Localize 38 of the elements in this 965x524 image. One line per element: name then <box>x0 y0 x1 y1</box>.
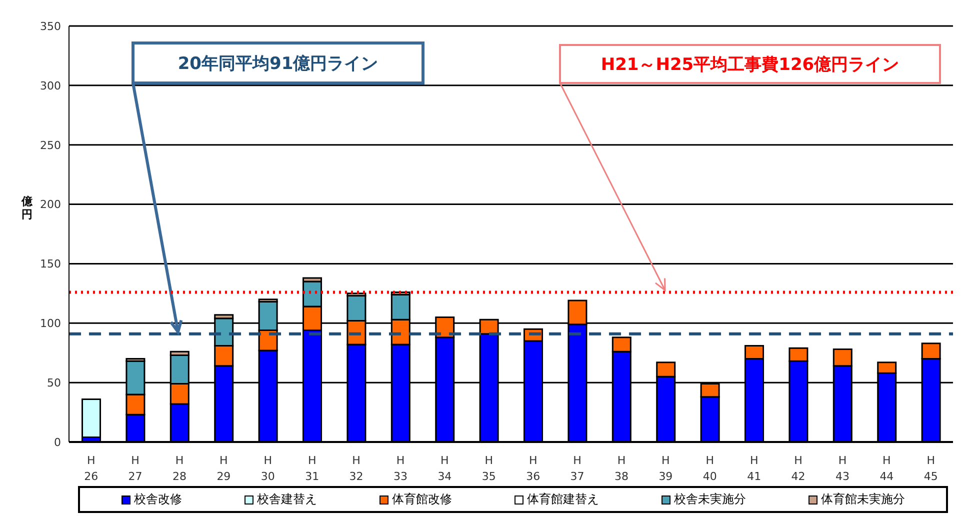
y-axis-title: 億円 <box>20 194 34 221</box>
x-tick-label: H 32 <box>349 454 364 483</box>
legend-label: 校舎未実施分 <box>674 491 746 508</box>
x-tick-label: H 39 <box>658 454 673 483</box>
legend-label: 校舎改修 <box>134 491 182 508</box>
y-tick-label: 200 <box>40 198 61 212</box>
y-tick-label: 100 <box>40 317 61 330</box>
legend-label: 体育館未実施分 <box>821 491 905 508</box>
x-tick-label: H 43 <box>836 454 850 483</box>
y-tick-label: 0 <box>54 436 61 449</box>
x-tick-label: H 41 <box>747 454 762 483</box>
ref-line-label: H21～H25平均工事費126億円ライン <box>600 55 900 75</box>
ref-line-label: 20年同平均91億円ライン <box>178 54 378 74</box>
legend-label: 体育館建替え <box>527 491 599 508</box>
x-tick-label: H 34 <box>438 454 452 483</box>
bar <box>82 398 102 438</box>
x-tick-label: H 38 <box>614 454 628 483</box>
y-tick-label: 150 <box>40 258 61 271</box>
x-tick-label: H 29 <box>216 454 231 483</box>
x-tick-label: H 45 <box>924 454 938 483</box>
x-tick-label: H 40 <box>702 454 717 483</box>
x-tick-label: H 26 <box>84 454 98 483</box>
x-tick-label: H 37 <box>570 454 584 483</box>
x-tick-label: H 30 <box>260 454 275 483</box>
y-tick-label: 250 <box>40 138 61 152</box>
x-tick-label: H 44 <box>880 454 894 483</box>
x-tick-label: H 42 <box>791 454 806 483</box>
x-tick-label: H 35 <box>482 454 496 483</box>
x-tick-label: H 28 <box>172 454 186 483</box>
legend-label: 体育館改修 <box>392 491 452 508</box>
x-tick-label: H 31 <box>305 454 320 483</box>
legend-label: 校舎建替え <box>257 491 317 508</box>
y-tick-label: 350 <box>40 20 61 33</box>
y-tick-label: 50 <box>47 376 61 390</box>
x-tick-label: H 33 <box>394 454 408 483</box>
x-tick-label: H 27 <box>128 454 142 483</box>
y-tick-label: 300 <box>40 79 61 92</box>
x-tick-label: H 36 <box>526 454 540 483</box>
